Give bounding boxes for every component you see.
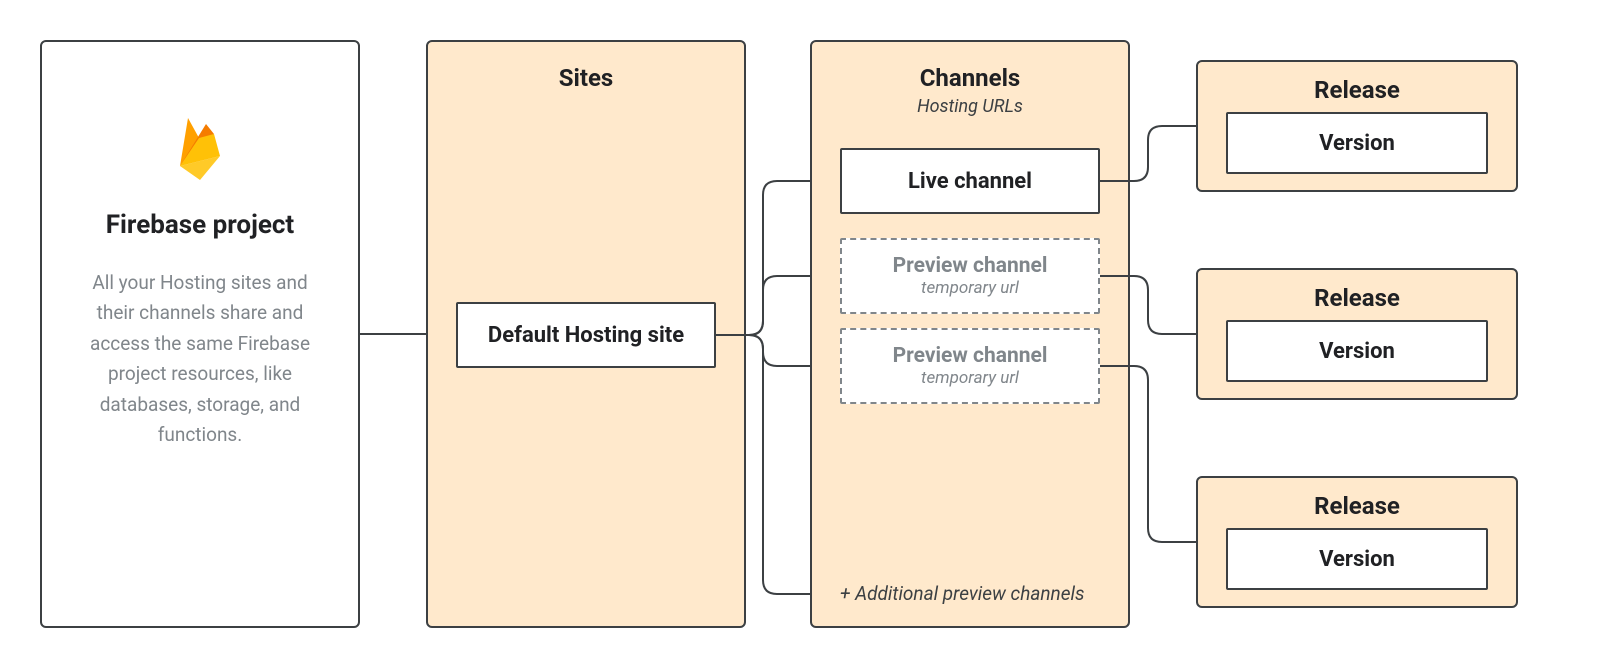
- version-label: Version: [1319, 131, 1395, 156]
- preview-channel-label: Preview channel: [893, 344, 1048, 368]
- project-title: Firebase project: [106, 210, 294, 240]
- release-title: Release: [1198, 76, 1516, 104]
- channels-subtitle: Hosting URLs: [812, 96, 1128, 117]
- project-description: All your Hosting sites and their channel…: [68, 268, 332, 450]
- diagram-stage: Firebase project All your Hosting sites …: [0, 0, 1600, 668]
- release-title: Release: [1198, 284, 1516, 312]
- preview-channel-box: Preview channel temporary url: [840, 238, 1100, 314]
- version-box: Version: [1226, 528, 1488, 590]
- preview-channel-label: Preview channel: [893, 254, 1048, 278]
- preview-channel-box: Preview channel temporary url: [840, 328, 1100, 404]
- default-hosting-site-box: Default Hosting site: [456, 302, 716, 368]
- channels-footnote-text: + Additional preview channels: [840, 582, 1085, 605]
- channels-footnote: + Additional preview channels: [840, 582, 1100, 605]
- sites-title: Sites: [428, 64, 744, 92]
- release-title: Release: [1198, 492, 1516, 520]
- version-box: Version: [1226, 320, 1488, 382]
- version-label: Version: [1319, 339, 1395, 364]
- live-channel-label: Live channel: [908, 169, 1032, 194]
- preview-channel-sub: temporary url: [921, 368, 1019, 388]
- firebase-logo-icon: [174, 112, 226, 186]
- firebase-project-panel: Firebase project All your Hosting sites …: [40, 40, 360, 628]
- version-box: Version: [1226, 112, 1488, 174]
- default-hosting-site-label: Default Hosting site: [488, 323, 684, 348]
- preview-channel-sub: temporary url: [921, 278, 1019, 298]
- version-label: Version: [1319, 547, 1395, 572]
- channels-title: Channels: [812, 64, 1128, 92]
- live-channel-box: Live channel: [840, 148, 1100, 214]
